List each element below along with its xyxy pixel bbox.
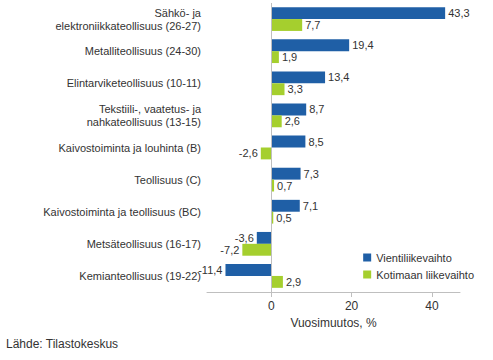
svg-text:7,1: 7,1 xyxy=(303,200,318,212)
svg-text:43,3: 43,3 xyxy=(448,7,469,19)
svg-text:Sähkö- ja: Sähkö- ja xyxy=(155,7,202,19)
svg-text:-2,6: -2,6 xyxy=(239,147,258,159)
svg-text:Metalliteollisuus (24-30): Metalliteollisuus (24-30) xyxy=(85,45,201,57)
svg-text:Kaivostoiminta ja louhinta (B): Kaivostoiminta ja louhinta (B) xyxy=(59,142,201,154)
svg-text:2,6: 2,6 xyxy=(285,115,300,127)
svg-text:0: 0 xyxy=(268,299,275,313)
svg-text:Kemianteollisuus (19-22): Kemianteollisuus (19-22) xyxy=(79,270,201,282)
svg-text:elektroniikkateollisuus (26-27: elektroniikkateollisuus (26-27) xyxy=(55,20,201,32)
svg-text:40: 40 xyxy=(425,299,439,313)
svg-text:7,7: 7,7 xyxy=(305,19,320,31)
svg-text:2,9: 2,9 xyxy=(286,276,301,288)
svg-text:7,3: 7,3 xyxy=(304,168,319,180)
svg-text:Kotimaan liikevaihto: Kotimaan liikevaihto xyxy=(376,269,474,281)
svg-text:Lähde: Tilastokeskus: Lähde: Tilastokeskus xyxy=(6,337,118,351)
svg-text:Teollisuus (C): Teollisuus (C) xyxy=(134,174,201,186)
svg-text:19,4: 19,4 xyxy=(352,39,373,51)
svg-text:-11,4: -11,4 xyxy=(198,264,222,276)
svg-text:13,4: 13,4 xyxy=(328,71,349,83)
svg-text:3,3: 3,3 xyxy=(288,83,303,95)
svg-text:Vuosimuutos, %: Vuosimuutos, % xyxy=(290,316,377,330)
svg-text:20: 20 xyxy=(345,299,359,313)
svg-text:8,5: 8,5 xyxy=(308,136,323,148)
svg-text:Tekstiili-, vaatetus- ja: Tekstiili-, vaatetus- ja xyxy=(99,103,202,115)
svg-text:1,9: 1,9 xyxy=(282,51,297,63)
svg-text:Kaivostoiminta ja teollisuus (: Kaivostoiminta ja teollisuus (BC) xyxy=(43,206,201,218)
svg-text:Metsäteollisuus (16-17): Metsäteollisuus (16-17) xyxy=(87,238,201,250)
svg-text:-7,2: -7,2 xyxy=(220,244,239,256)
svg-text:Elintarviketeollisuus (10-11): Elintarviketeollisuus (10-11) xyxy=(67,77,201,89)
svg-text:0,5: 0,5 xyxy=(276,212,291,224)
svg-text:8,7: 8,7 xyxy=(309,103,324,115)
svg-text:Vientiliikevaihto: Vientiliikevaihto xyxy=(376,252,452,264)
svg-text:-3,6: -3,6 xyxy=(235,232,254,244)
svg-text:nahkateollisuus (13-15): nahkateollisuus (13-15) xyxy=(87,116,201,128)
svg-text:0,7: 0,7 xyxy=(277,180,292,192)
